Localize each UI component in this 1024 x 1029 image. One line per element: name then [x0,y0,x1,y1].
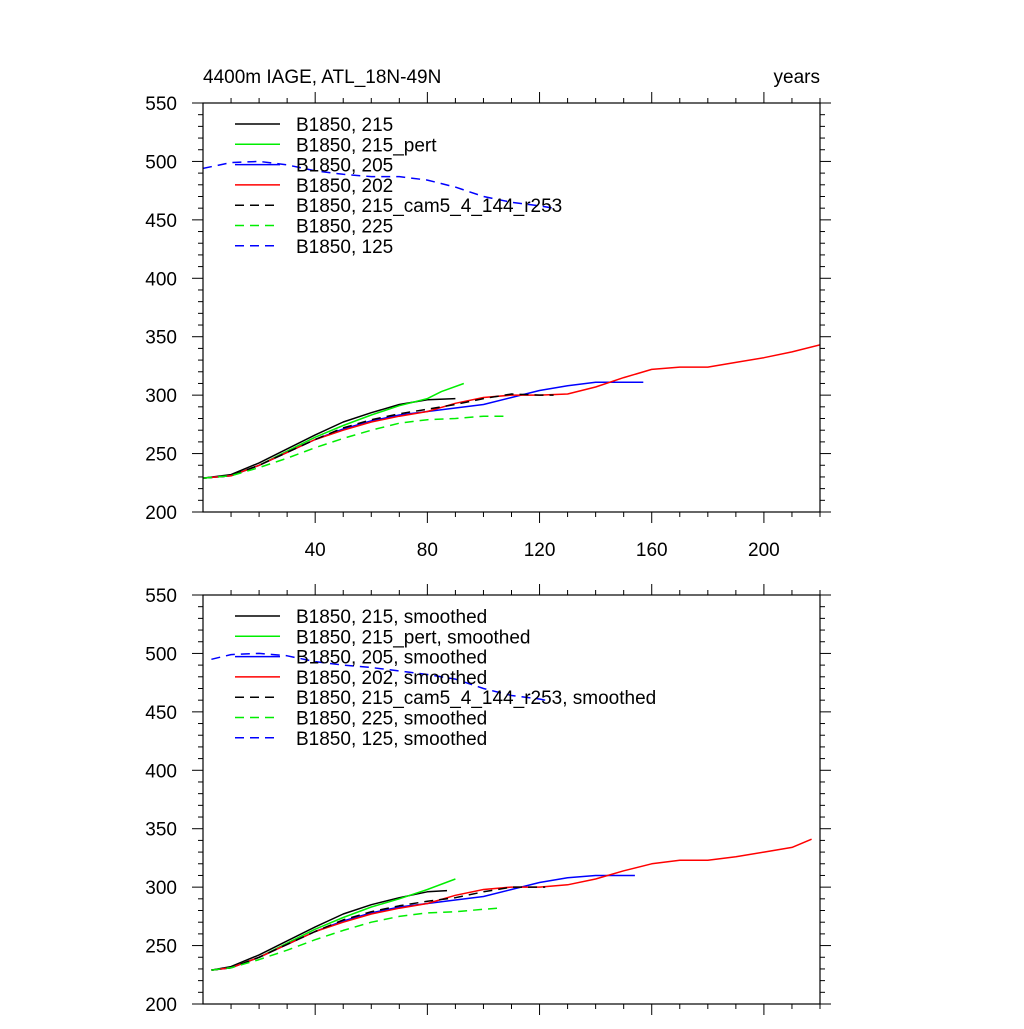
y-tick-label: 550 [145,94,177,115]
panel-bottom: 200 250 300 350 400 450 500 550 B1850, 215, smoo… [145,584,831,1016]
y-tick-label: 300 [145,878,177,899]
series-line-b1850-202-smoothed [211,838,812,971]
series-line-b1850-202 [203,344,820,479]
series-line-b1850-215-smoothed [211,889,448,971]
series-line-b1850-215-pert [203,382,465,479]
panel-top: 40 80 120 160 200 200 250 300 350 400 450 500 550 440… [145,67,831,561]
legend-label-b1850-225-smoothed: B1850, 225, smoothed [296,709,487,730]
legend-label-b1850-215-pert-smoothed: B1850, 215_pert, smoothed [296,627,531,648]
y-tick-label: 400 [145,761,177,782]
series-line-b1850-125-smoothed [211,652,546,701]
y-tick-label: 450 [145,703,177,724]
legend-label-b1850-205: B1850, 205 [296,156,393,177]
x-tick-label: 200 [748,540,780,561]
series-group [211,652,812,971]
legend-label-b1850-215-cam5-4-144-r253-smoothed: B1850, 215_cam5_4_144_r253, smoothed [296,688,656,709]
y-tick-label: 500 [145,152,177,173]
y-tick-label: 500 [145,644,177,665]
series-line-b1850-205-smoothed [211,874,635,971]
legend-label-b1850-202: B1850, 202 [296,176,393,197]
y-tick-label: 200 [145,503,177,524]
series-group [203,160,820,479]
y-tick-label: 350 [145,328,177,349]
x-tick-label: 120 [524,540,556,561]
y-tick-label: 400 [145,269,177,290]
y-tick-label: 550 [145,586,177,607]
y-tick-label: 450 [145,211,177,232]
series-line-b1850-225 [203,415,506,479]
series-line-b1850-215-cam5-4-144-r253-smoothed [211,886,546,971]
y-tick-label: 200 [145,995,177,1016]
y-tick-label: 250 [145,937,177,958]
legend-label-b1850-202-smoothed: B1850, 202, smoothed [296,668,487,689]
units-label: years [774,67,820,88]
legend-label-b1850-225: B1850, 225 [296,217,393,238]
series-line-b1850-225-smoothed [211,907,498,971]
legend-label-b1850-125: B1850, 125 [296,237,393,258]
series-line-b1850-125 [203,160,554,209]
y-tick-label: 250 [145,445,177,466]
legend-label-b1850-215: B1850, 215 [296,115,393,136]
legend-label-b1850-215-smoothed: B1850, 215, smoothed [296,607,487,628]
x-tick-label: 160 [636,540,668,561]
panel-title: 4400m IAGE, ATL_18N-49N [203,67,441,88]
x-tick-label: 40 [305,540,326,561]
legend-label-b1850-215-cam5-4-144-r253: B1850, 215_cam5_4_144_r253 [296,196,562,217]
x-tick-label: 80 [417,540,438,561]
y-tick-label: 300 [145,386,177,407]
legend-label-b1850-205-smoothed: B1850, 205, smoothed [296,648,487,669]
legend-label-b1850-215-pert: B1850, 215_pert [296,135,437,156]
legend-label-b1850-125-smoothed: B1850, 125, smoothed [296,729,487,750]
series-line-b1850-215-cam5-4-144-r253 [203,393,554,479]
y-tick-label: 350 [145,820,177,841]
